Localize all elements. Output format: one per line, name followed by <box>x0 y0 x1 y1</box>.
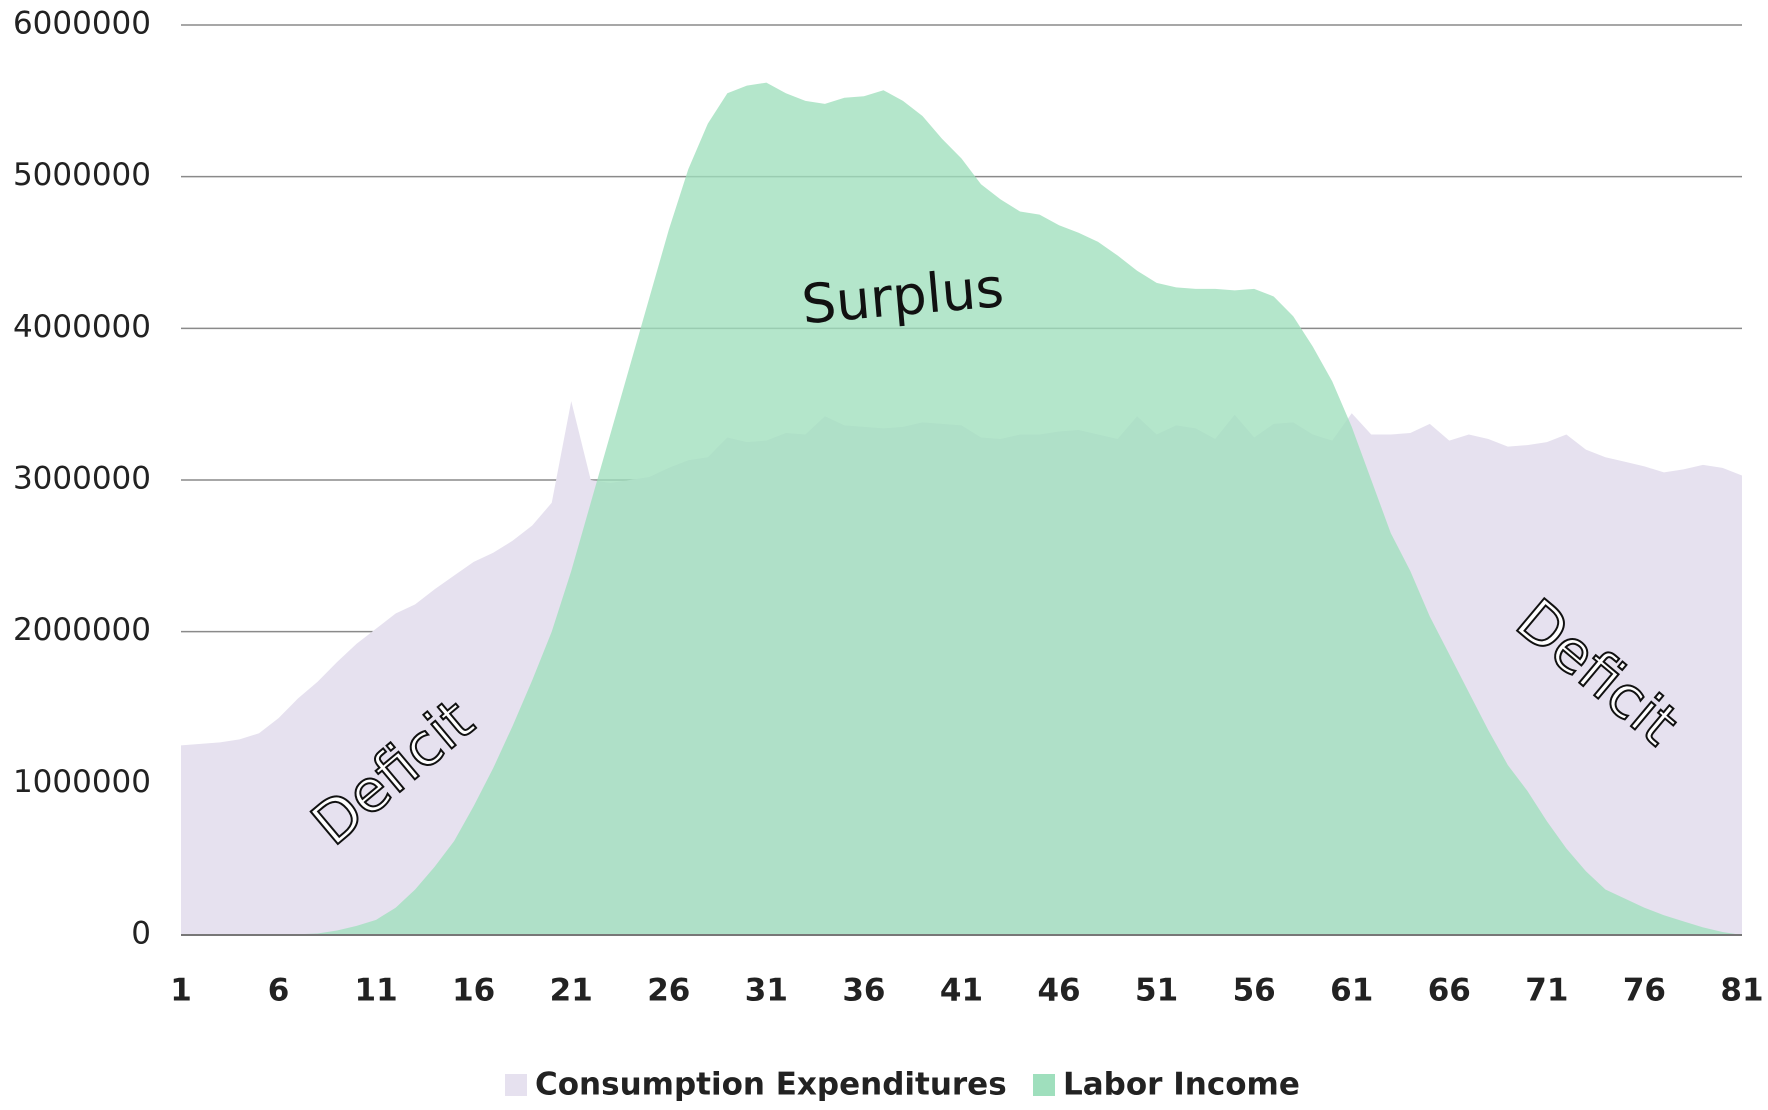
x-tick-label: 36 <box>842 973 885 1009</box>
y-tick-label: 6000000 <box>13 6 151 42</box>
x-tick-label: 6 <box>268 973 290 1009</box>
y-tick-label: 3000000 <box>13 461 151 497</box>
x-tick-label: 61 <box>1330 973 1373 1009</box>
x-tick-label: 46 <box>1037 973 1080 1009</box>
x-tick-label: 26 <box>647 973 690 1009</box>
y-tick-label: 1000000 <box>13 764 151 800</box>
y-tick-label: 0 <box>131 916 151 952</box>
x-tick-label: 56 <box>1233 973 1276 1009</box>
x-tick-label: 51 <box>1135 973 1178 1009</box>
x-tick-label: 31 <box>745 973 788 1009</box>
x-tick-label: 41 <box>940 973 983 1009</box>
legend-swatch <box>1033 1074 1055 1096</box>
x-tick-label: 11 <box>355 973 398 1009</box>
x-tick-label: 21 <box>550 973 593 1009</box>
y-tick-label: 5000000 <box>13 157 151 193</box>
legend-swatch <box>505 1074 527 1096</box>
y-tick-label: 2000000 <box>13 612 151 648</box>
area <box>181 82 1742 936</box>
y-tick-label: 4000000 <box>13 309 151 345</box>
x-tick-label: 76 <box>1623 973 1666 1009</box>
x-tick-label: 71 <box>1525 973 1568 1009</box>
x-tick-label: 1 <box>170 973 192 1009</box>
legend-label: Labor Income <box>1063 1067 1300 1103</box>
areas <box>181 82 1742 936</box>
x-tick-label: 81 <box>1720 973 1763 1009</box>
x-tick-label: 16 <box>452 973 495 1009</box>
legend-label: Consumption Expenditures <box>535 1067 1007 1103</box>
x-tick-label: 66 <box>1428 973 1471 1009</box>
